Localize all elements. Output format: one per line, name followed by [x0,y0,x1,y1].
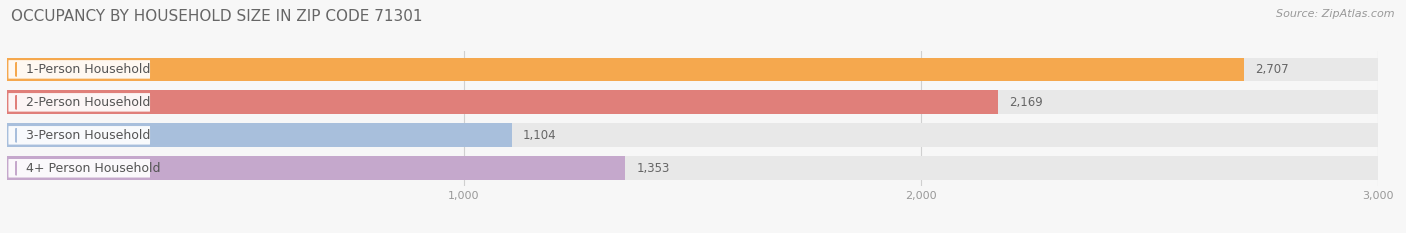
Text: 2,169: 2,169 [1010,96,1043,109]
Bar [7,58,1378,81]
FancyBboxPatch shape [8,159,150,178]
Bar [7,90,998,114]
Text: Source: ZipAtlas.com: Source: ZipAtlas.com [1277,9,1395,19]
Bar [7,58,1244,81]
Bar [7,156,1378,180]
Text: 2-Person Household: 2-Person Household [27,96,150,109]
FancyBboxPatch shape [8,60,150,79]
Text: 3-Person Household: 3-Person Household [27,129,150,142]
FancyBboxPatch shape [8,93,150,112]
Bar [7,123,1378,147]
Text: 1-Person Household: 1-Person Household [27,63,150,76]
Text: 1,104: 1,104 [523,129,557,142]
Text: OCCUPANCY BY HOUSEHOLD SIZE IN ZIP CODE 71301: OCCUPANCY BY HOUSEHOLD SIZE IN ZIP CODE … [11,9,423,24]
Bar [7,156,626,180]
Bar [7,90,1378,114]
Text: 1,353: 1,353 [637,162,671,175]
FancyBboxPatch shape [8,126,150,144]
Bar [7,123,512,147]
Text: 4+ Person Household: 4+ Person Household [27,162,160,175]
Text: 2,707: 2,707 [1256,63,1289,76]
